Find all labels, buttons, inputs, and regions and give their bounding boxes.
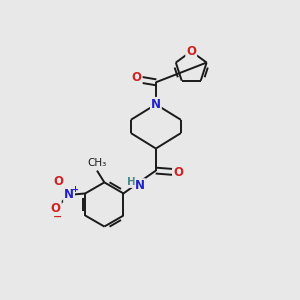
Text: −: − [52,212,62,221]
Text: O: O [132,71,142,84]
Text: N: N [135,179,145,192]
Text: O: O [173,166,183,178]
Text: O: O [51,202,61,215]
Text: H: H [127,177,135,188]
Text: N: N [64,188,74,201]
Text: CH₃: CH₃ [87,158,106,168]
Text: O: O [54,175,64,188]
Text: +: + [71,185,78,194]
Text: N: N [151,98,161,111]
Text: O: O [186,45,196,58]
